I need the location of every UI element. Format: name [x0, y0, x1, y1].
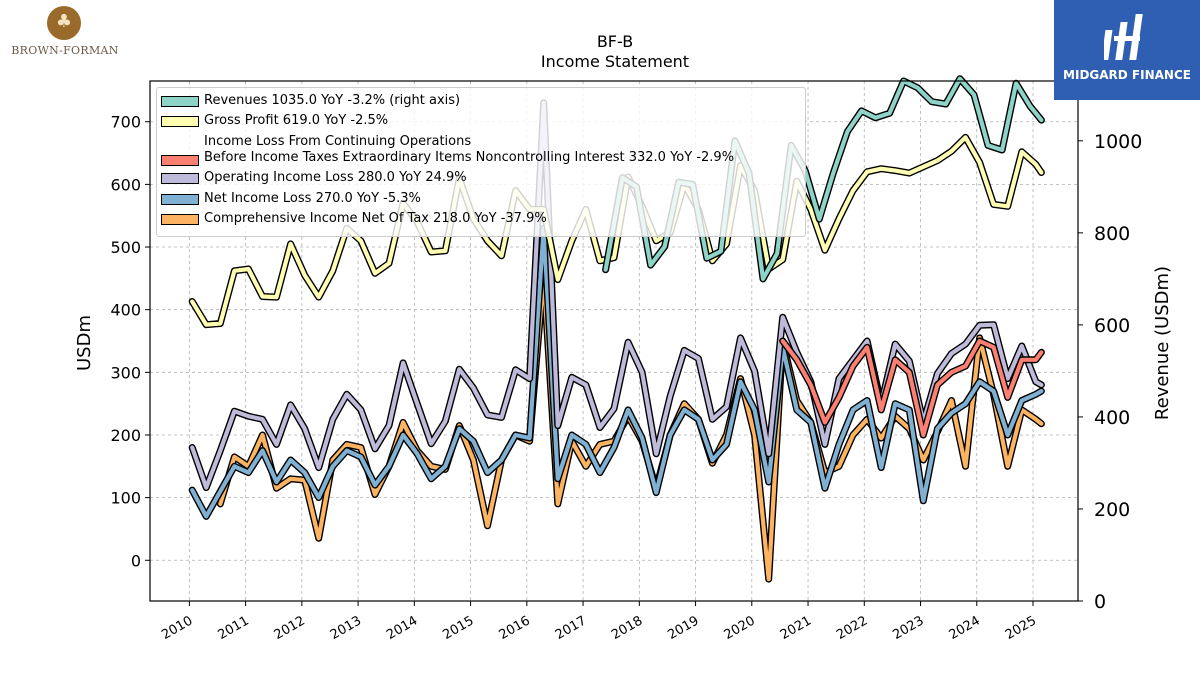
- midgard-finance-wordmark: MIDGARD FINANCE: [1063, 68, 1191, 82]
- legend-entry: Net Income Loss 270.0 YoY -5.3%: [157, 191, 805, 207]
- y2-tick-label: 600: [1094, 315, 1130, 337]
- series-4: [188, 224, 1045, 520]
- legend-swatch: [161, 194, 199, 205]
- y-tick-label: 400: [110, 301, 141, 320]
- y2-tick-label: 200: [1094, 499, 1130, 521]
- y2-tick-label: 1000: [1094, 131, 1142, 153]
- legend-swatch: [161, 173, 199, 184]
- legend-label: Gross Profit 619.0 YoY -2.5%: [204, 113, 389, 128]
- legend-entry: Revenues 1035.0 YoY -3.2% (right axis): [157, 93, 805, 109]
- x-tick-label: 2017: [553, 613, 589, 643]
- x-tick-label: 2018: [609, 613, 645, 643]
- x-tick-label: 2020: [722, 613, 758, 643]
- brand-seal-icon: ♣: [47, 6, 81, 40]
- x-tick-label: 2022: [834, 613, 870, 643]
- series-line: [780, 338, 1044, 438]
- y-tick-label: 0: [131, 551, 141, 570]
- series-line: [190, 100, 1044, 490]
- x-tick-label: 2016: [497, 613, 533, 643]
- y-tick-label: 100: [110, 489, 141, 508]
- legend-label: Operating Income Loss 280.0 YoY 24.9%: [204, 170, 467, 185]
- chart-subtitle: Income Statement: [540, 52, 690, 71]
- y2-tick-label: 800: [1094, 223, 1130, 245]
- legend-swatch: [161, 214, 199, 225]
- x-tick-label: 2023: [890, 613, 926, 643]
- x-tick-label: 2013: [328, 613, 364, 643]
- legend-label: Net Income Loss 270.0 YoY -5.3%: [204, 191, 421, 206]
- x-tick-label: 2021: [778, 613, 814, 643]
- x-tick-label: 2014: [384, 613, 420, 643]
- y-tick-label: 300: [110, 363, 141, 382]
- y-tick-label: 600: [110, 175, 141, 194]
- x-tick-label: 2024: [947, 613, 983, 643]
- brown-forman-logo: ♣ BROWN-FORMAN: [0, 0, 130, 64]
- x-tick-label: 2015: [440, 613, 476, 643]
- brown-forman-wordmark: BROWN-FORMAN: [11, 44, 119, 57]
- y2-tick-label: 0: [1094, 591, 1106, 613]
- series-line: [190, 226, 1044, 519]
- legend-entry: Comprehensive Income Net Of Tax 218.0 Yo…: [157, 211, 805, 227]
- chart-title: BF-B: [596, 32, 634, 51]
- y-tick-label: 500: [110, 238, 141, 257]
- midgard-finance-logo: MIDGARD FINANCE: [1054, 0, 1200, 100]
- legend-label: Income Loss From Continuing Operations Be…: [204, 134, 735, 165]
- legend-entry: Gross Profit 619.0 YoY -2.5%: [157, 113, 805, 129]
- y-axis-label: USDm: [74, 315, 95, 371]
- chart-legend: Revenues 1035.0 YoY -3.2% (right axis) Gr…: [156, 87, 806, 237]
- y2-tick-label: 400: [1094, 407, 1130, 429]
- y2-axis-label: Revenue (USDm): [1152, 266, 1173, 420]
- x-tick-label: 2025: [1003, 613, 1039, 643]
- legend-label: Comprehensive Income Net Of Tax 218.0 Yo…: [204, 211, 547, 226]
- x-tick-label: 2011: [215, 613, 251, 643]
- legend-entry: Operating Income Loss 280.0 YoY 24.9%: [157, 170, 805, 186]
- x-tick-label: 2019: [665, 613, 701, 643]
- y-tick-label: 700: [110, 113, 141, 132]
- midgard-mark-icon: [1104, 14, 1143, 60]
- legend-swatch: [161, 155, 199, 166]
- plot-frame: [149, 80, 1079, 602]
- legend-swatch: [161, 96, 199, 107]
- y-tick-label: 200: [110, 426, 141, 445]
- x-tick-label: 2012: [272, 613, 308, 643]
- series-2: [779, 337, 1045, 439]
- legend-entry: Income Loss From Continuing Operations Be…: [157, 134, 805, 170]
- series-3: [188, 99, 1045, 492]
- legend-swatch: [161, 116, 199, 127]
- legend-label: Revenues 1035.0 YoY -3.2% (right axis): [204, 93, 461, 108]
- x-tick-label: 2010: [159, 613, 195, 643]
